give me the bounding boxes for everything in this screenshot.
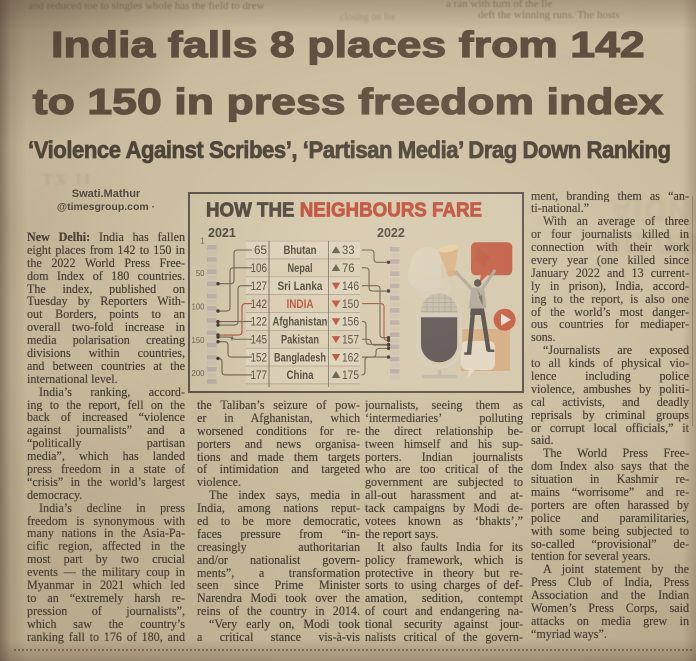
svg-text:175: 175 — [342, 368, 359, 382]
svg-text:122: 122 — [250, 314, 267, 328]
svg-text:76: 76 — [342, 261, 355, 275]
svg-text:152: 152 — [250, 350, 267, 364]
svg-text:China: China — [286, 368, 313, 382]
svg-text:106: 106 — [250, 261, 267, 275]
svg-text:Afghanistan: Afghanistan — [272, 314, 327, 328]
svg-text:65: 65 — [254, 243, 267, 257]
svg-text:150: 150 — [191, 336, 205, 345]
svg-text:Bangladesh: Bangladesh — [274, 350, 326, 364]
svg-text:146: 146 — [342, 279, 359, 293]
svg-text:150: 150 — [342, 297, 359, 311]
svg-text:145: 145 — [250, 332, 267, 346]
svg-text:100: 100 — [191, 302, 205, 311]
svg-text:142: 142 — [250, 297, 267, 311]
svg-text:127: 127 — [250, 279, 267, 293]
svg-text:Bhutan: Bhutan — [283, 243, 316, 257]
svg-text:HOW THE NEIGHBOURS FARE: HOW THE NEIGHBOURS FARE — [206, 199, 482, 221]
svg-text:Pakistan: Pakistan — [281, 332, 319, 346]
svg-text:2021: 2021 — [208, 226, 236, 240]
svg-text:50: 50 — [196, 269, 205, 278]
svg-text:Nepal: Nepal — [287, 261, 312, 275]
svg-text:33: 33 — [342, 243, 355, 257]
svg-text:INDIA: INDIA — [286, 297, 313, 311]
svg-text:200: 200 — [191, 369, 205, 378]
svg-text:156: 156 — [342, 314, 359, 328]
svg-text:1: 1 — [200, 236, 204, 245]
svg-text:157: 157 — [342, 332, 359, 346]
svg-text:2022: 2022 — [377, 226, 405, 240]
svg-text:162: 162 — [342, 350, 359, 364]
svg-text:Sri Lanka: Sri Lanka — [277, 279, 322, 293]
svg-text:177: 177 — [250, 368, 267, 382]
